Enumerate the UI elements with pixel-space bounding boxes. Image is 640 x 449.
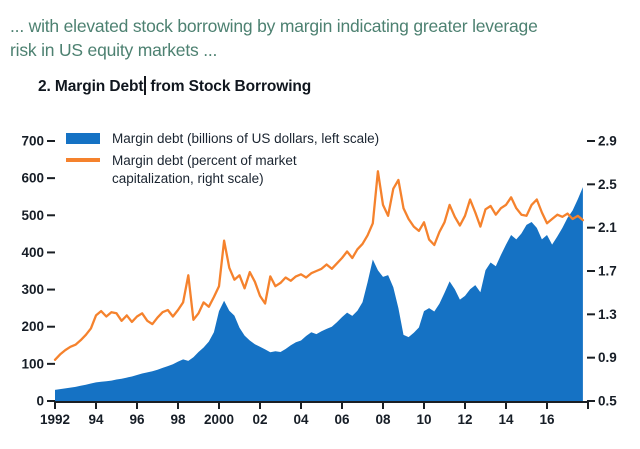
x-tick-label: 1992 bbox=[40, 412, 70, 427]
y-left-tick-label: 600 bbox=[21, 171, 44, 186]
legend-item-percent-cap: Margin debt (percent of market capitaliz… bbox=[66, 152, 379, 187]
figure-caption-line-1: ... with elevated stock borrowing by mar… bbox=[10, 16, 538, 36]
y-right-tick-label: 1.7 bbox=[598, 264, 617, 279]
y-right-tick-label: 0.9 bbox=[598, 350, 617, 365]
percent-of-market-cap-line bbox=[53, 170, 585, 361]
chart-title-part-1: 2. Margin Debt bbox=[38, 78, 144, 95]
legend-swatch-line-orange bbox=[66, 158, 100, 162]
x-tick-label: 10 bbox=[416, 412, 431, 427]
y-left-tick-label: 700 bbox=[21, 134, 44, 149]
figure-caption: ... with elevated stock borrowing by mar… bbox=[10, 15, 538, 62]
x-tick-label: 06 bbox=[334, 412, 350, 427]
x-tick-label: 98 bbox=[170, 412, 186, 427]
y-left-tick-label: 200 bbox=[21, 319, 44, 334]
x-tick-label: 96 bbox=[129, 412, 145, 427]
x-tick-label: 02 bbox=[252, 412, 267, 427]
y-right-tick-label: 2.9 bbox=[598, 134, 617, 149]
x-tick-label: 08 bbox=[375, 412, 391, 427]
y-right-tick-label: 2.5 bbox=[598, 177, 617, 192]
y-left-tick-label: 300 bbox=[21, 282, 44, 297]
x-tick-label: 16 bbox=[539, 412, 555, 427]
x-tick-label: 94 bbox=[88, 412, 104, 427]
x-tick-label: 12 bbox=[457, 412, 472, 427]
legend-swatch-area-blue bbox=[66, 133, 100, 144]
legend-label-percent-cap: Margin debt (percent of market capitaliz… bbox=[112, 153, 297, 186]
y-right-tick-label: 0.5 bbox=[598, 394, 617, 409]
figure-caption-line-2: risk in US equity markets ... bbox=[10, 39, 218, 60]
y-left-tick-label: 400 bbox=[21, 245, 44, 260]
y-left-tick-label: 0 bbox=[36, 394, 44, 409]
y-left-tick-label: 100 bbox=[21, 356, 44, 371]
y-right-tick-label: 2.1 bbox=[598, 220, 617, 235]
x-tick-label: 2000 bbox=[204, 412, 234, 427]
chart-legend: Margin debt (billions of US dollars, lef… bbox=[66, 131, 379, 192]
y-right-tick-label: 1.3 bbox=[598, 307, 617, 322]
legend-label-margin-debt: Margin debt (billions of US dollars, lef… bbox=[112, 131, 380, 146]
legend-item-margin-debt: Margin debt (billions of US dollars, lef… bbox=[66, 131, 379, 147]
margin-debt-area bbox=[55, 187, 583, 401]
x-tick-label: 04 bbox=[293, 412, 309, 427]
text-cursor bbox=[144, 76, 147, 95]
chart-title-part-2: from Stock Borrowing bbox=[150, 78, 312, 95]
x-tick-label: 14 bbox=[498, 412, 514, 427]
y-left-tick-label: 500 bbox=[21, 208, 44, 223]
chart-title: 2. Margin Debt from Stock Borrowing bbox=[38, 76, 311, 96]
